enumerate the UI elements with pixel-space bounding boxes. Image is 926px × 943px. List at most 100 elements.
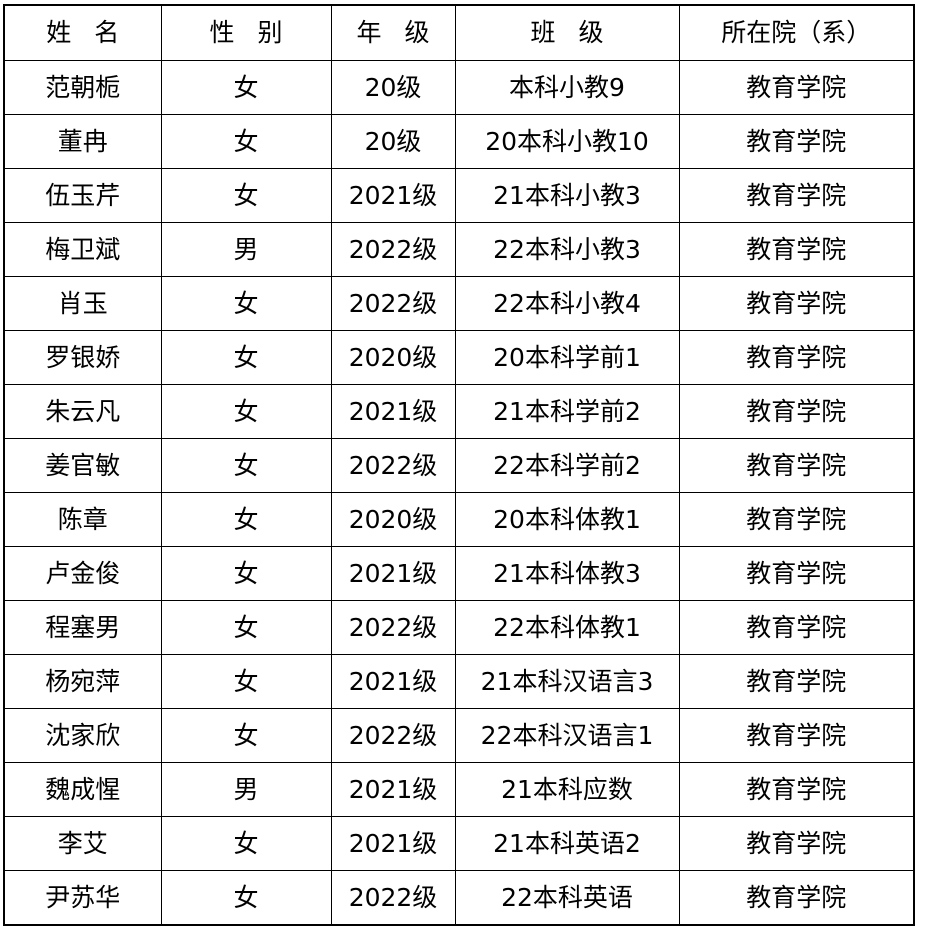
cell-grade: 2022级 xyxy=(330,222,456,277)
table-row: 范朝栀女 20级 本科小教9 教育学院 xyxy=(3,60,915,115)
cell-grade: 2021级 xyxy=(330,384,456,439)
cell-grade: 2022级 xyxy=(330,600,456,655)
cell-college: 教育学院 xyxy=(678,222,915,277)
cell-college: 教育学院 xyxy=(678,870,915,926)
cell-class: 本科小教9 xyxy=(454,60,680,115)
cell-name: 尹苏华 xyxy=(3,870,162,926)
cell-grade: 2021级 xyxy=(330,654,456,709)
cell-name: 董冉 xyxy=(3,114,162,169)
cell-name: 朱云凡 xyxy=(3,384,162,439)
cell-gender: 女 xyxy=(160,438,332,493)
table-row: 陈章女 2020级 20本科体教1 教育学院 xyxy=(3,492,915,547)
cell-college: 教育学院 xyxy=(678,438,915,493)
cell-college: 教育学院 xyxy=(678,654,915,709)
cell-grade: 20级 xyxy=(330,114,456,169)
cell-grade: 2021级 xyxy=(330,168,456,223)
cell-name: 杨宛萍 xyxy=(3,654,162,709)
cell-name: 李艾 xyxy=(3,816,162,871)
cell-gender: 女 xyxy=(160,114,332,169)
cell-class: 21本科学前2 xyxy=(454,384,680,439)
cell-grade: 2021级 xyxy=(330,816,456,871)
student-roster-table: 姓 名性 别年 级班 级所在院（系） 范朝栀女 20级 本科小教9 教育学院 董冉女 20级… xyxy=(3,4,915,926)
cell-college: 教育学院 xyxy=(678,600,915,655)
cell-gender: 女 xyxy=(160,384,332,439)
header-cell-college: 所在院（系） xyxy=(678,4,915,61)
cell-grade: 2022级 xyxy=(330,870,456,926)
header-cell-grade: 年 级 xyxy=(330,4,456,61)
cell-gender: 女 xyxy=(160,546,332,601)
cell-grade: 2020级 xyxy=(330,492,456,547)
cell-grade: 2021级 xyxy=(330,762,456,817)
table-header-row: 姓 名性 别年 级班 级所在院（系） xyxy=(3,4,915,61)
cell-college: 教育学院 xyxy=(678,762,915,817)
cell-college: 教育学院 xyxy=(678,816,915,871)
roster-table-container: 姓 名性 别年 级班 级所在院（系） 范朝栀女 20级 本科小教9 教育学院 董冉女 20级… xyxy=(3,4,915,926)
cell-gender: 女 xyxy=(160,600,332,655)
table-row: 肖玉女 2022级 22本科小教4 教育学院 xyxy=(3,276,915,331)
cell-gender: 女 xyxy=(160,870,332,926)
table-row: 董冉女 20级 20本科小教10 教育学院 xyxy=(3,114,915,169)
cell-class: 21本科汉语言3 xyxy=(454,654,680,709)
cell-class: 22本科小教3 xyxy=(454,222,680,277)
cell-class: 22本科小教4 xyxy=(454,276,680,331)
table-row: 魏成惺男 2021级 21本科应数 教育学院 xyxy=(3,762,915,817)
cell-gender: 女 xyxy=(160,330,332,385)
cell-name: 罗银娇 xyxy=(3,330,162,385)
table-row: 姜官敏女 2022级 22本科学前2 教育学院 xyxy=(3,438,915,493)
table-row: 程塞男女 2022级 22本科体教1 教育学院 xyxy=(3,600,915,655)
cell-name: 姜官敏 xyxy=(3,438,162,493)
cell-class: 21本科体教3 xyxy=(454,546,680,601)
table-row: 梅卫斌男 2022级 22本科小教3 教育学院 xyxy=(3,222,915,277)
cell-college: 教育学院 xyxy=(678,546,915,601)
header-cell-name: 姓 名 xyxy=(3,4,162,61)
cell-grade: 2022级 xyxy=(330,276,456,331)
cell-grade: 2022级 xyxy=(330,438,456,493)
cell-gender: 女 xyxy=(160,816,332,871)
cell-class: 21本科应数 xyxy=(454,762,680,817)
cell-grade: 20级 xyxy=(330,60,456,115)
cell-class: 22本科体教1 xyxy=(454,600,680,655)
cell-college: 教育学院 xyxy=(678,168,915,223)
cell-class: 20本科体教1 xyxy=(454,492,680,547)
cell-college: 教育学院 xyxy=(678,330,915,385)
cell-college: 教育学院 xyxy=(678,492,915,547)
cell-college: 教育学院 xyxy=(678,708,915,763)
cell-name: 肖玉 xyxy=(3,276,162,331)
cell-gender: 女 xyxy=(160,654,332,709)
cell-class: 21本科英语2 xyxy=(454,816,680,871)
cell-gender: 女 xyxy=(160,276,332,331)
cell-gender: 女 xyxy=(160,492,332,547)
cell-gender: 女 xyxy=(160,168,332,223)
cell-class: 22本科汉语言1 xyxy=(454,708,680,763)
cell-college: 教育学院 xyxy=(678,384,915,439)
table-row: 伍玉芹女 2021级 21本科小教3 教育学院 xyxy=(3,168,915,223)
table-row: 朱云凡女 2021级 21本科学前2 教育学院 xyxy=(3,384,915,439)
cell-class: 20本科小教10 xyxy=(454,114,680,169)
table-row: 沈家欣女 2022级 22本科汉语言1 教育学院 xyxy=(3,708,915,763)
cell-name: 伍玉芹 xyxy=(3,168,162,223)
cell-college: 教育学院 xyxy=(678,114,915,169)
header-cell-gender: 性 别 xyxy=(160,4,332,61)
table-body: 姓 名性 别年 级班 级所在院（系） 范朝栀女 20级 本科小教9 教育学院 董冉女 20级… xyxy=(3,4,915,926)
cell-class: 22本科学前2 xyxy=(454,438,680,493)
cell-class: 20本科学前1 xyxy=(454,330,680,385)
cell-name: 程塞男 xyxy=(3,600,162,655)
cell-grade: 2021级 xyxy=(330,546,456,601)
header-cell-class: 班 级 xyxy=(454,4,680,61)
table-row: 卢金俊女 2021级 21本科体教3 教育学院 xyxy=(3,546,915,601)
cell-name: 范朝栀 xyxy=(3,60,162,115)
cell-class: 22本科英语 xyxy=(454,870,680,926)
cell-name: 梅卫斌 xyxy=(3,222,162,277)
table-row: 杨宛萍女 2021级 21本科汉语言3 教育学院 xyxy=(3,654,915,709)
cell-gender: 男 xyxy=(160,762,332,817)
cell-grade: 2022级 xyxy=(330,708,456,763)
cell-name: 沈家欣 xyxy=(3,708,162,763)
cell-name: 卢金俊 xyxy=(3,546,162,601)
cell-college: 教育学院 xyxy=(678,60,915,115)
table-row: 尹苏华女 2022级 22本科英语 教育学院 xyxy=(3,870,915,926)
cell-name: 魏成惺 xyxy=(3,762,162,817)
cell-gender: 女 xyxy=(160,708,332,763)
cell-college: 教育学院 xyxy=(678,276,915,331)
cell-name: 陈章 xyxy=(3,492,162,547)
cell-grade: 2020级 xyxy=(330,330,456,385)
